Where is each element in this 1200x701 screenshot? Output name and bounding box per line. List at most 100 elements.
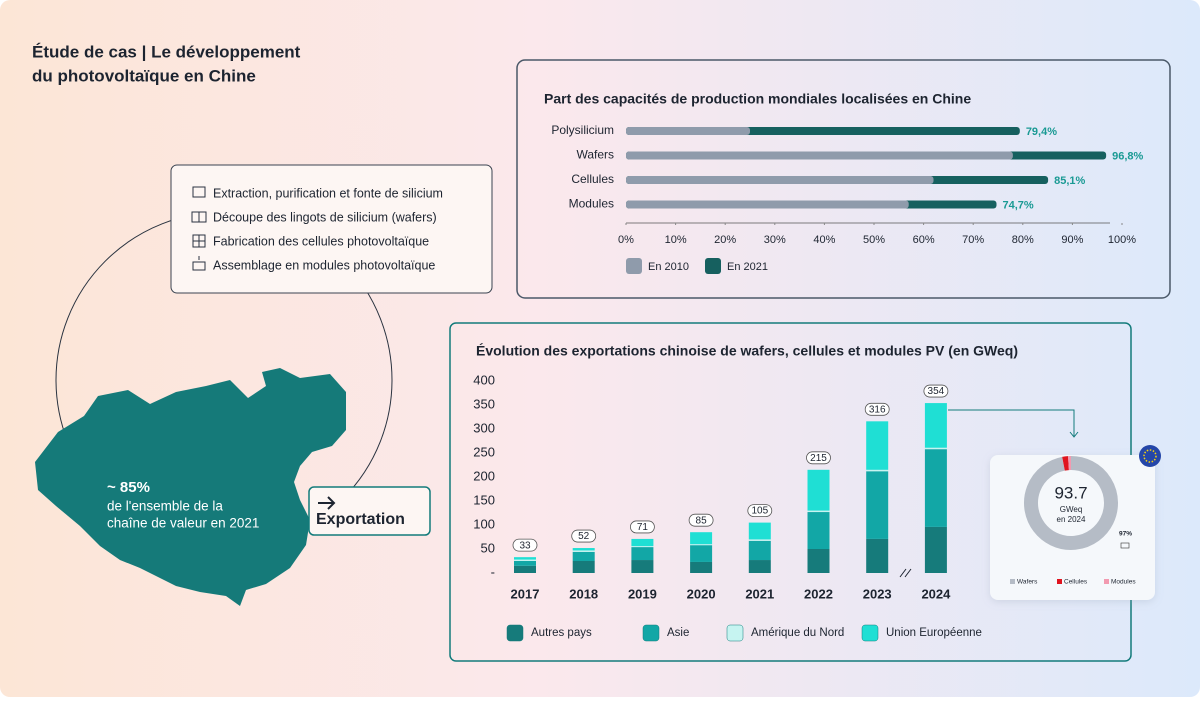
- legend-label: Modules: [1111, 579, 1136, 586]
- category-label: Modules: [569, 197, 614, 211]
- category-label: Cellules: [571, 172, 614, 186]
- chart-title: Évolution des exportations chinoise de w…: [476, 343, 1018, 359]
- donut-segment: [1062, 456, 1070, 471]
- total-pill: [923, 384, 949, 398]
- legend-label: Union Européenne: [886, 627, 982, 639]
- total-label: 215: [810, 453, 827, 464]
- legend-label: En 2010: [648, 261, 689, 273]
- eu-stars: [1143, 449, 1157, 463]
- bar-segment: [924, 447, 947, 450]
- legend-swatch: [642, 624, 660, 642]
- legend-swatch: [705, 258, 721, 274]
- steps-box: [170, 164, 493, 294]
- bar-segment: [807, 512, 830, 549]
- y-tick-label: 200: [473, 468, 495, 483]
- x-tick-label: 80%: [1012, 234, 1034, 246]
- step-label: Fabrication des cellules photovoltaïque: [213, 234, 429, 248]
- bar-segment: [690, 544, 713, 546]
- step-icons: [191, 186, 207, 271]
- x-tick-label: 2022: [804, 586, 833, 601]
- x-tick-label: 10%: [665, 234, 687, 246]
- legend-label: Asie: [667, 627, 689, 639]
- legend-swatch: [726, 624, 744, 642]
- bar-segment: [514, 557, 536, 560]
- bar-segment: [924, 403, 947, 448]
- x-tick-label: 2017: [511, 586, 540, 601]
- bar-segment: [866, 538, 889, 573]
- x-tick-label: 2021: [745, 586, 774, 601]
- x-tick-label: 20%: [714, 234, 736, 246]
- total-pill: [747, 504, 773, 518]
- connector-arrow: [948, 409, 1079, 438]
- y-tick-label: 100: [473, 516, 495, 531]
- map-text: de l'ensemble de la: [107, 499, 223, 514]
- category-label: Wafers: [576, 148, 614, 162]
- map-value: ~ 85%: [107, 479, 150, 496]
- step-label: Extraction, purification et fonte de sil…: [213, 186, 443, 200]
- bar-segment: [572, 548, 595, 551]
- legend-swatch: [1104, 579, 1109, 584]
- bar-segment: [690, 561, 713, 573]
- x-tick-label: 50%: [863, 234, 885, 246]
- donut-center-text: GWeq: [1060, 505, 1083, 514]
- x-tick-label: 100%: [1108, 234, 1136, 246]
- export-arrow: [318, 496, 336, 510]
- y-tick-label: 350: [473, 396, 495, 411]
- bar-segment: [572, 551, 595, 561]
- module-icon: [1120, 542, 1130, 549]
- x-tick-label: 90%: [1061, 234, 1083, 246]
- value-label: 74,7%: [1003, 199, 1034, 211]
- bar-segment: [807, 510, 830, 513]
- total-label: 71: [637, 522, 649, 533]
- bar-segment: [690, 545, 713, 562]
- legend-swatch: [1057, 579, 1062, 584]
- bar-segment: [748, 560, 771, 573]
- export-label: Exportation: [316, 511, 405, 528]
- legend-swatch: [506, 624, 524, 642]
- y-tick-label: 300: [473, 420, 495, 435]
- bar: [626, 176, 934, 184]
- bar-segment: [514, 559, 536, 561]
- bar-segment: [631, 538, 654, 547]
- bar-segment: [631, 546, 654, 548]
- chart-title: Part des capacités de production mondial…: [544, 91, 971, 107]
- export-box: [308, 486, 431, 536]
- total-pill: [571, 529, 597, 543]
- total-pill: [512, 538, 538, 552]
- category-label: Polysilicium: [551, 123, 614, 137]
- bar-segment: [514, 561, 536, 566]
- legend-label: Amérique du Nord: [751, 627, 844, 639]
- legend-swatch: [861, 624, 879, 642]
- bar: [626, 200, 909, 209]
- total-label: 316: [869, 404, 886, 415]
- donut-annotation: 97%: [1119, 531, 1132, 538]
- china-map: [35, 368, 346, 606]
- total-pill: [688, 513, 714, 527]
- axis-break: [899, 568, 912, 578]
- bar-segment: [572, 550, 595, 552]
- x-tick-label: 2020: [687, 586, 716, 601]
- legend-swatch: [1010, 579, 1015, 584]
- donut-center-text: en 2024: [1057, 515, 1086, 524]
- eu-flag: [1139, 445, 1161, 467]
- page-title: du photovoltaïque en Chine: [32, 66, 256, 85]
- x-tick-label: 60%: [913, 234, 935, 246]
- bar-segment: [924, 526, 947, 573]
- legend-label: En 2021: [727, 261, 768, 273]
- x-tick-label: 2024: [921, 586, 951, 601]
- total-label: 105: [751, 506, 768, 517]
- total-pill: [630, 520, 655, 534]
- total-label: 85: [696, 515, 708, 526]
- bar: [626, 127, 750, 135]
- page-title: Étude de cas | Le développement: [32, 42, 301, 61]
- y-tick-label: 250: [473, 444, 495, 459]
- bar-segment: [748, 539, 771, 541]
- bar-segment: [631, 560, 654, 573]
- bar-segment: [807, 469, 830, 511]
- total-pill: [806, 451, 831, 465]
- x-tick-label: 40%: [813, 234, 835, 246]
- bar-segment: [866, 469, 889, 472]
- bar-segment: [631, 547, 654, 561]
